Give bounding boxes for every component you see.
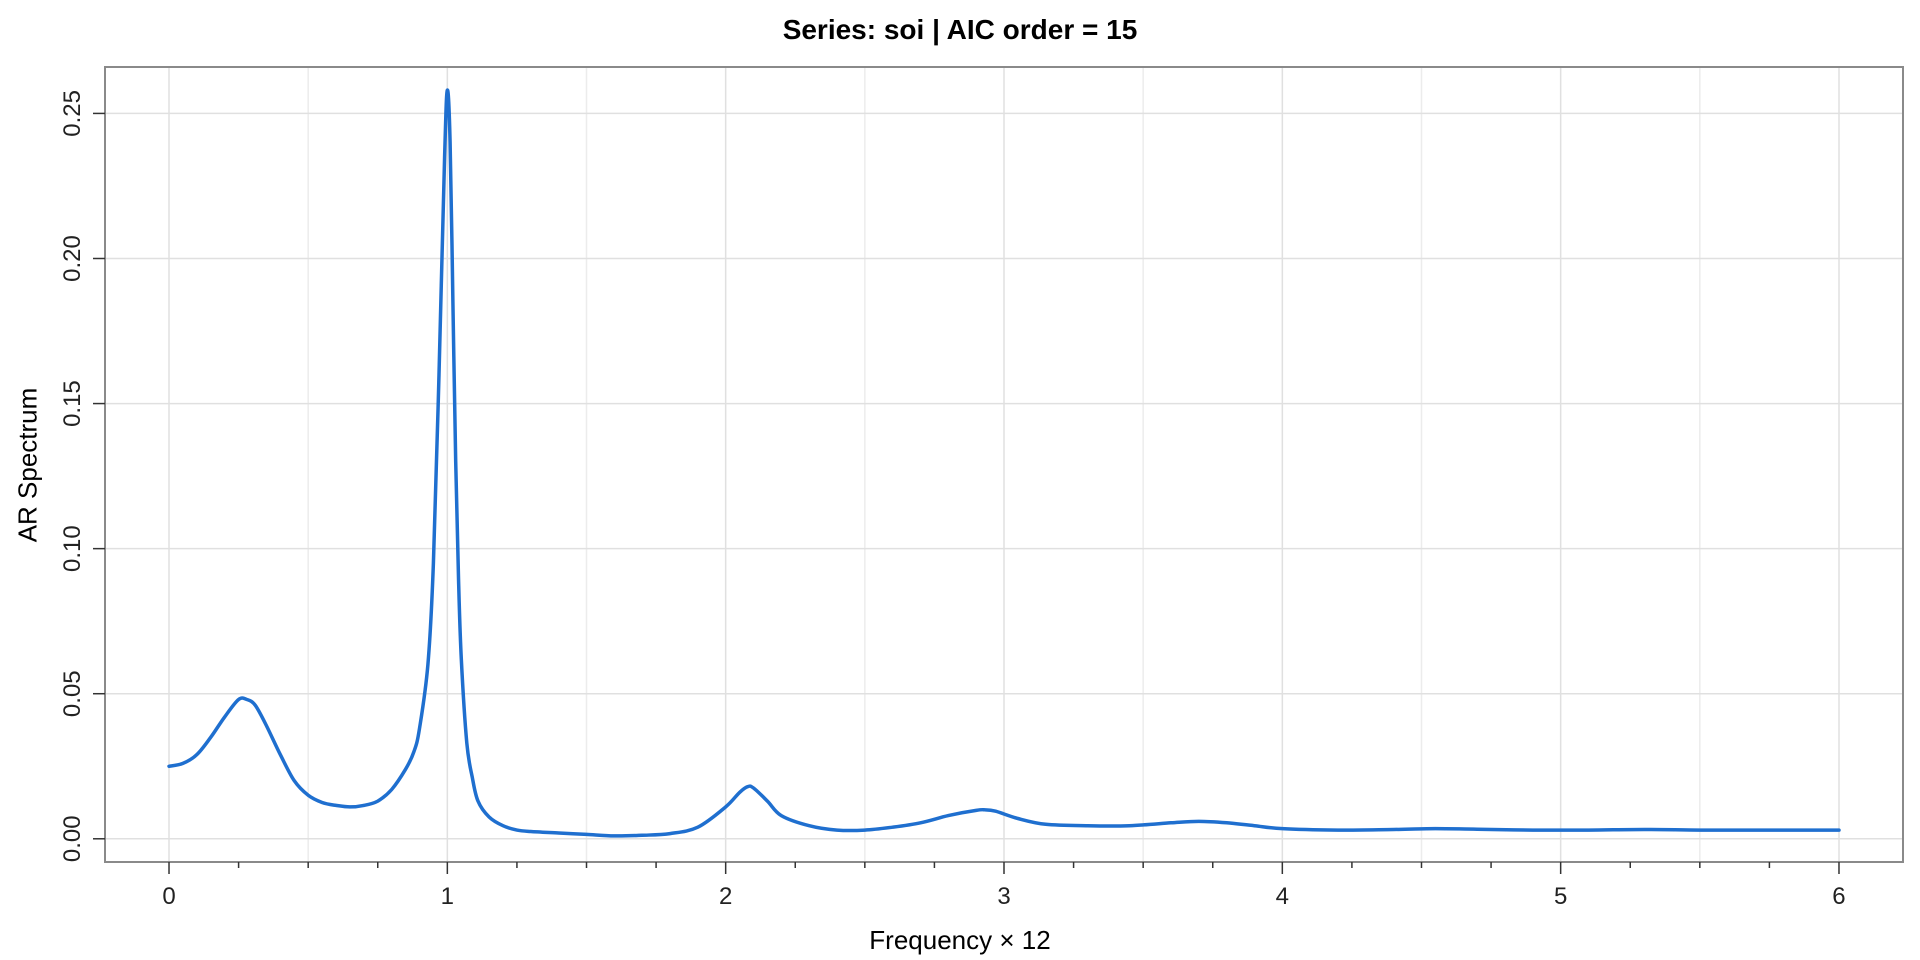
x-axis-label: Frequency × 12 bbox=[869, 925, 1051, 955]
x-tick-label: 5 bbox=[1554, 883, 1567, 910]
x-tick-label: 6 bbox=[1832, 883, 1845, 910]
x-tick-label: 2 bbox=[719, 883, 732, 910]
x-tick-label: 0 bbox=[162, 883, 175, 910]
y-tick-label: 0.20 bbox=[59, 235, 86, 282]
y-tick-label: 0.00 bbox=[59, 815, 86, 862]
y-tick-label: 0.05 bbox=[59, 670, 86, 717]
y-tick-label: 0.10 bbox=[59, 525, 86, 572]
y-tick-label: 0.15 bbox=[59, 380, 86, 427]
chart-title: Series: soi | AIC order = 15 bbox=[782, 14, 1138, 45]
axis-ticks bbox=[93, 112, 1840, 874]
x-tick-label: 3 bbox=[997, 883, 1010, 910]
y-tick-label: 0.25 bbox=[59, 90, 86, 137]
y-axis-label-text: AR Spectrum bbox=[12, 387, 43, 543]
grid-lines bbox=[105, 67, 1903, 862]
x-tick-label: 4 bbox=[1276, 883, 1289, 910]
series-line bbox=[167, 88, 1841, 838]
tick-labels: 0 1 2 3 4 5 6 0.00 0.05 0.10 0.15 0.20 0.25 bbox=[59, 90, 1846, 910]
x-tick-label: 1 bbox=[441, 883, 454, 910]
